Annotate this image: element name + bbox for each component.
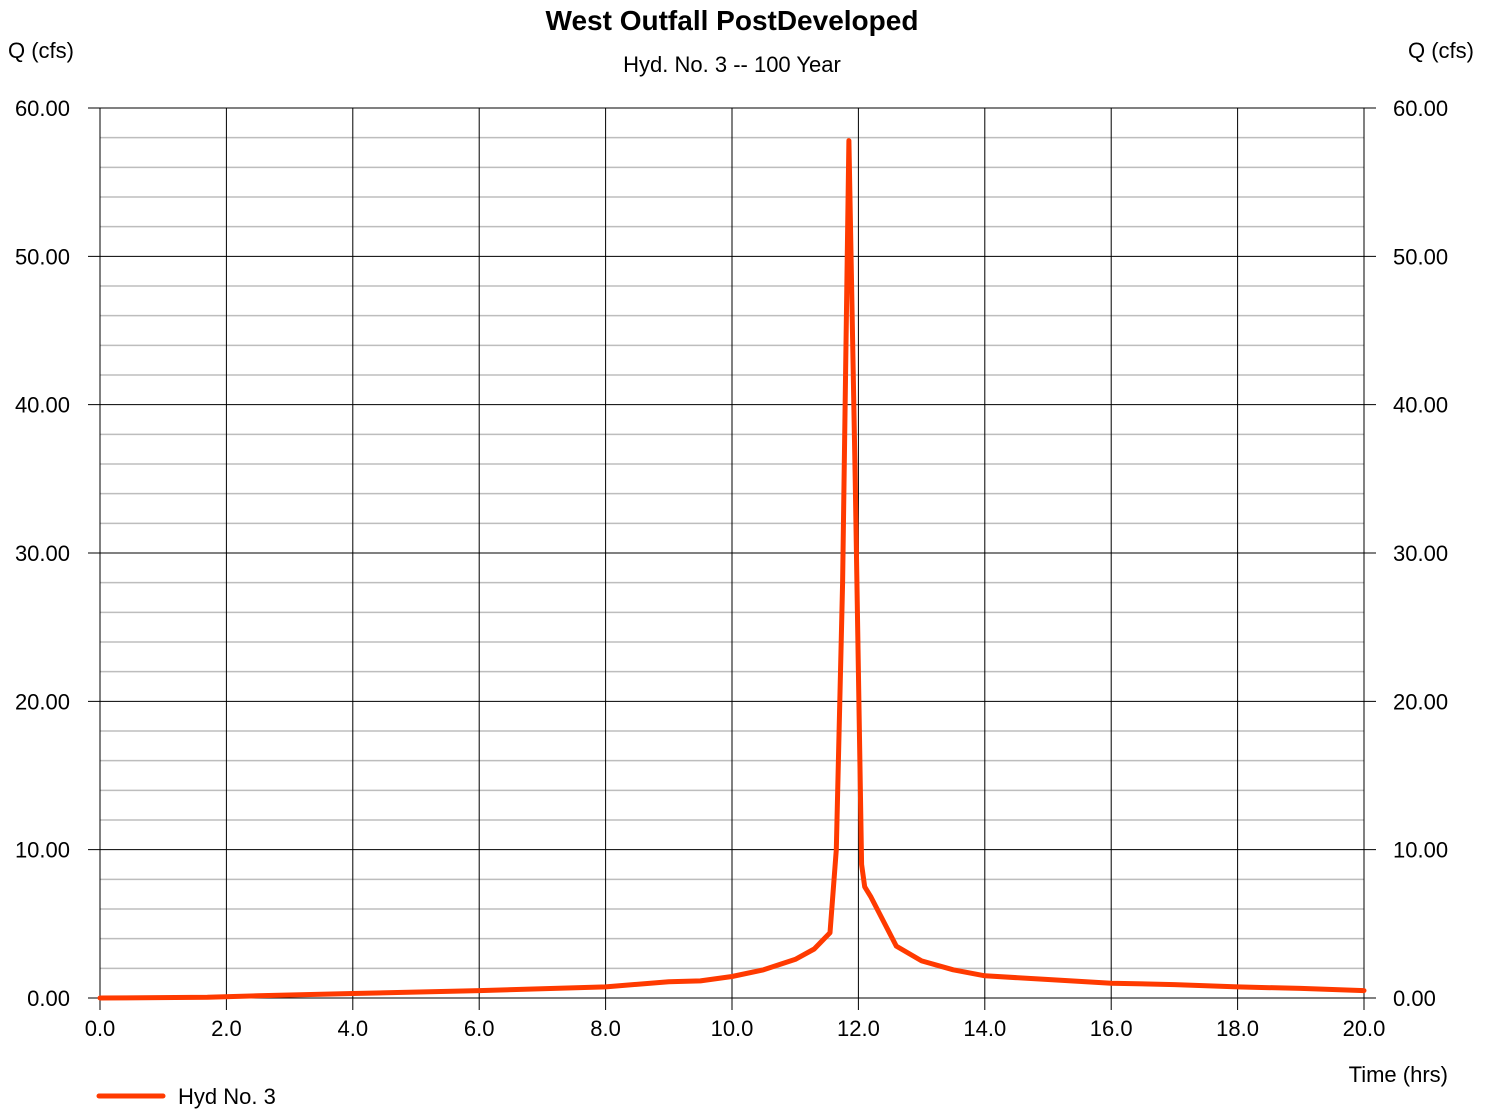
- y-tick-label-right: 60.00: [1393, 96, 1448, 121]
- y-tick-label-right: 0.00: [1393, 986, 1436, 1011]
- x-tick-label: 20.0: [1343, 1016, 1386, 1041]
- y-tick-label-right: 40.00: [1393, 393, 1448, 418]
- y-tick-label-right: 10.00: [1393, 838, 1448, 863]
- y-tick-label-left: 30.00: [15, 541, 70, 566]
- x-tick-label: 2.0: [211, 1016, 242, 1041]
- x-tick-label: 4.0: [338, 1016, 369, 1041]
- y-axis-right-label: Q (cfs): [1408, 38, 1474, 63]
- y-tick-label-right: 30.00: [1393, 541, 1448, 566]
- x-tick-label: 8.0: [590, 1016, 621, 1041]
- x-tick-label: 10.0: [711, 1016, 754, 1041]
- legend-label: Hyd No. 3: [178, 1084, 276, 1109]
- x-tick-label: 16.0: [1090, 1016, 1133, 1041]
- series-layer: [97, 138, 1367, 1001]
- x-tick-label: 14.0: [963, 1016, 1006, 1041]
- y-axis-left-ticks: 0.00 10.00 20.00 30.00 40.00 50.00 60.00: [15, 96, 70, 1011]
- chart-title: West Outfall PostDeveloped: [546, 5, 919, 36]
- y-tick-label-left: 50.00: [15, 244, 70, 269]
- y-tick-label-left: 0.00: [27, 986, 70, 1011]
- y-axis-left-label: Q (cfs): [8, 38, 74, 63]
- y-tick-label-left: 40.00: [15, 393, 70, 418]
- plot-frame: [99, 107, 1365, 999]
- y-tick-label-right: 20.00: [1393, 689, 1448, 714]
- y-tick-label-left: 10.00: [15, 838, 70, 863]
- y-axis-right-ticks: 0.00 10.00 20.00 30.00 40.00 50.00 60.00: [1393, 96, 1448, 1011]
- x-tick-label: 12.0: [837, 1016, 880, 1041]
- chart-subtitle: Hyd. No. 3 -- 100 Year: [623, 52, 841, 77]
- x-axis-ticks: 0.0 2.0 4.0 6.0 8.0 10.0 12.0 14.0 16.0 18.0 20.0: [85, 1016, 1386, 1041]
- x-tick-label: 18.0: [1216, 1016, 1259, 1041]
- x-tick-label: 6.0: [464, 1016, 495, 1041]
- y-tick-label-left: 60.00: [15, 96, 70, 121]
- y-tick-label-left: 20.00: [15, 689, 70, 714]
- x-axis-label: Time (hrs): [1349, 1062, 1448, 1087]
- legend: Hyd No. 3: [96, 1084, 276, 1109]
- y-tick-label-right: 50.00: [1393, 244, 1448, 269]
- x-tick-label: 0.0: [85, 1016, 116, 1041]
- series-line-hyd-no-3: [97, 138, 1367, 1001]
